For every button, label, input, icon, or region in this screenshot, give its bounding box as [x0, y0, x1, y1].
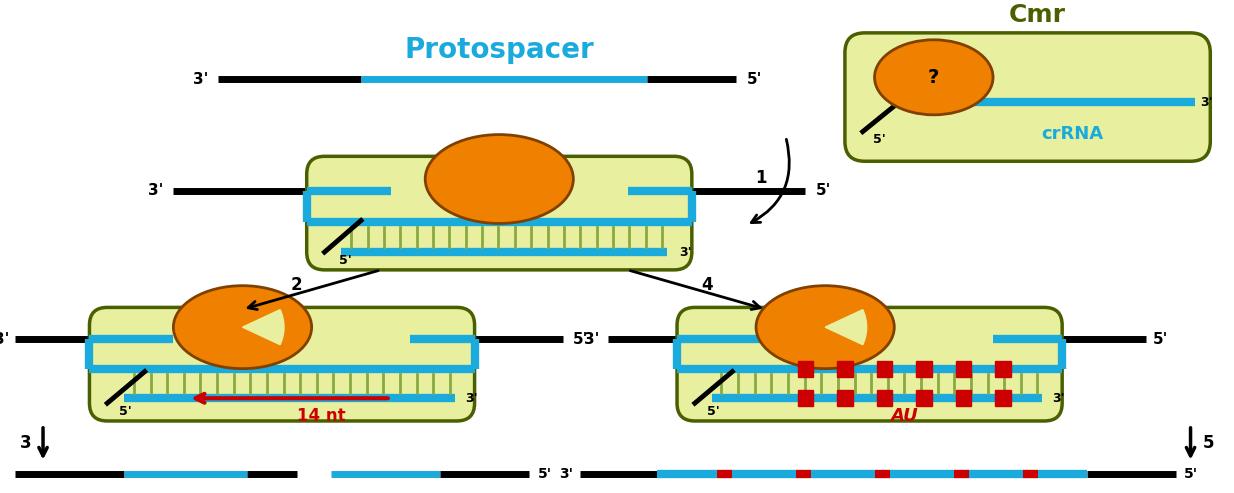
Text: 3: 3: [20, 434, 31, 452]
Text: 3': 3': [1201, 96, 1213, 108]
Text: 5': 5': [118, 405, 132, 418]
Text: 3': 3': [679, 246, 691, 259]
Ellipse shape: [875, 40, 993, 115]
Bar: [797, 390, 813, 406]
Ellipse shape: [426, 135, 574, 223]
Text: 3': 3': [559, 467, 574, 481]
Text: 5': 5': [872, 133, 885, 146]
FancyBboxPatch shape: [307, 156, 692, 270]
Text: Protospacer: Protospacer: [405, 35, 594, 64]
Bar: [837, 361, 853, 377]
Text: 5': 5': [339, 253, 352, 267]
Text: 3': 3': [148, 183, 163, 198]
Text: 3': 3': [1053, 392, 1065, 405]
Text: crRNA: crRNA: [1041, 125, 1103, 142]
Text: 5': 5': [816, 183, 830, 198]
Bar: [916, 361, 932, 377]
Text: 5': 5': [1183, 467, 1198, 481]
Text: 3': 3': [585, 331, 600, 347]
Wedge shape: [243, 310, 284, 345]
Text: 5': 5': [573, 331, 587, 347]
Bar: [797, 361, 813, 377]
Bar: [995, 390, 1011, 406]
Bar: [876, 390, 892, 406]
Text: 3': 3': [194, 72, 209, 87]
Text: 5': 5': [707, 405, 719, 418]
FancyBboxPatch shape: [677, 308, 1062, 421]
Bar: [876, 361, 892, 377]
Text: 2: 2: [291, 276, 302, 294]
Text: 14 nt: 14 nt: [297, 407, 346, 425]
Text: 1: 1: [755, 169, 766, 187]
Text: 3': 3': [465, 392, 478, 405]
Bar: [837, 390, 853, 406]
Text: 3': 3': [0, 331, 9, 347]
Text: 5': 5': [1154, 331, 1169, 347]
Text: 5': 5': [747, 72, 761, 87]
Text: Cmr: Cmr: [1009, 3, 1066, 27]
FancyBboxPatch shape: [845, 33, 1211, 161]
Bar: [995, 361, 1011, 377]
Bar: [916, 390, 932, 406]
Bar: [955, 390, 971, 406]
Text: ?: ?: [928, 68, 939, 87]
Text: 5': 5': [538, 467, 552, 481]
Ellipse shape: [756, 285, 895, 369]
FancyBboxPatch shape: [89, 308, 475, 421]
Text: AU: AU: [890, 407, 918, 425]
Text: 4: 4: [701, 276, 712, 294]
Ellipse shape: [174, 285, 312, 369]
Text: 5: 5: [1203, 434, 1214, 452]
Bar: [955, 361, 971, 377]
Wedge shape: [826, 310, 866, 345]
